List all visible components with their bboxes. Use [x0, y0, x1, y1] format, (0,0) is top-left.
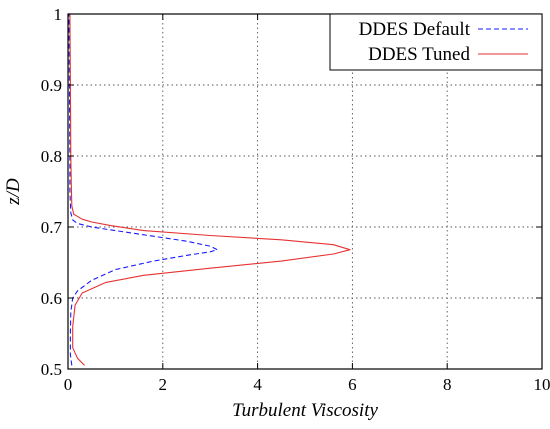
y-axis-label: z/D [3, 178, 24, 206]
x-tick-label: 2 [159, 375, 168, 394]
x-tick-label: 0 [64, 375, 73, 394]
x-axis-label: Turbulent Viscosity [232, 400, 378, 421]
y-tick-label: 1 [54, 5, 63, 24]
x-tick-label: 8 [443, 375, 452, 394]
grid-lines [68, 14, 542, 369]
y-tick-label: 0.8 [41, 147, 62, 166]
y-tick-label: 0.9 [41, 76, 62, 95]
y-tick-label: 0.5 [41, 360, 62, 379]
legend-label-ddes-default: DDES Default [359, 19, 471, 40]
series-lines [68, 13, 351, 366]
plot-area-frame [67, 13, 543, 370]
series-line-ddes-default [68, 13, 218, 366]
x-tick-label: 6 [348, 375, 357, 394]
legend: DDES Default DDES Tuned [329, 13, 543, 71]
series-line-ddes-tuned [69, 13, 351, 366]
x-tick-label: 4 [253, 375, 262, 394]
legend-label-ddes-tuned: DDES Tuned [368, 44, 470, 65]
axis-ticks: 0 2 4 6 8 10 0.5 0.6 0.7 0.8 0.9 1 [41, 5, 550, 394]
legend-box [329, 13, 543, 71]
y-tick-label: 0.6 [41, 289, 62, 308]
y-tick-label: 0.7 [41, 218, 63, 237]
x-tick-label: 10 [534, 375, 550, 394]
